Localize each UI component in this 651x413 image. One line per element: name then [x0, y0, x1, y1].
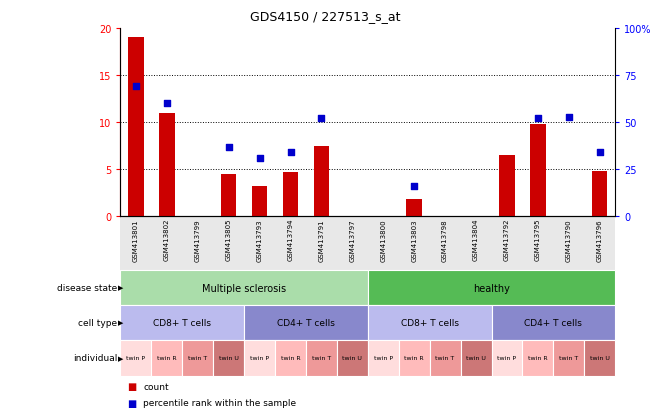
Text: CD4+ T cells: CD4+ T cells — [277, 318, 335, 327]
Text: GSM413791: GSM413791 — [318, 218, 324, 261]
Bar — [592, 172, 607, 217]
Point — [285, 150, 296, 156]
Text: twin T: twin T — [312, 356, 331, 361]
Text: ■: ■ — [127, 398, 136, 408]
Text: twin T: twin T — [436, 356, 455, 361]
Text: GSM413803: GSM413803 — [411, 218, 417, 261]
Text: GSM413801: GSM413801 — [133, 218, 139, 261]
Text: twin U: twin U — [219, 356, 239, 361]
Bar — [530, 125, 546, 217]
Bar — [128, 38, 144, 217]
Bar — [406, 200, 422, 217]
Text: GSM413804: GSM413804 — [473, 218, 479, 261]
Text: twin R: twin R — [528, 356, 547, 361]
Text: twin U: twin U — [590, 356, 610, 361]
Text: twin R: twin R — [281, 356, 300, 361]
Text: GSM413794: GSM413794 — [288, 218, 294, 261]
Text: twin P: twin P — [126, 356, 145, 361]
Point — [161, 101, 172, 107]
Text: disease state: disease state — [57, 283, 117, 292]
Text: GSM413799: GSM413799 — [195, 218, 201, 261]
Point — [131, 84, 141, 90]
Text: twin R: twin R — [404, 356, 424, 361]
Text: GSM413802: GSM413802 — [164, 218, 170, 261]
Text: ■: ■ — [127, 381, 136, 391]
Point — [564, 114, 574, 121]
Bar — [314, 146, 329, 217]
Point — [533, 116, 543, 122]
Text: GSM413796: GSM413796 — [597, 218, 603, 261]
Bar — [159, 114, 174, 217]
Text: GSM413790: GSM413790 — [566, 218, 572, 261]
Text: Multiple sclerosis: Multiple sclerosis — [202, 283, 286, 293]
Text: twin P: twin P — [250, 356, 269, 361]
Text: count: count — [143, 382, 169, 391]
Text: twin U: twin U — [342, 356, 363, 361]
Text: GSM413798: GSM413798 — [442, 218, 448, 261]
Text: CD4+ T cells: CD4+ T cells — [525, 318, 582, 327]
Text: individual: individual — [73, 354, 117, 363]
Point — [223, 144, 234, 151]
Bar — [499, 156, 515, 217]
Point — [594, 150, 605, 156]
Text: GSM413800: GSM413800 — [380, 218, 386, 261]
Text: GSM413795: GSM413795 — [535, 218, 541, 261]
Text: twin T: twin T — [559, 356, 579, 361]
Text: twin R: twin R — [157, 356, 176, 361]
Text: GSM413797: GSM413797 — [350, 218, 355, 261]
Bar — [252, 187, 268, 217]
Text: CD8+ T cells: CD8+ T cells — [400, 318, 459, 327]
Text: ▶: ▶ — [118, 355, 124, 361]
Point — [409, 183, 419, 190]
Text: ▶: ▶ — [118, 320, 124, 325]
Text: GSM413793: GSM413793 — [256, 218, 262, 261]
Text: GDS4150 / 227513_s_at: GDS4150 / 227513_s_at — [250, 10, 401, 23]
Text: GSM413792: GSM413792 — [504, 218, 510, 261]
Text: percentile rank within the sample: percentile rank within the sample — [143, 398, 296, 407]
Text: twin U: twin U — [466, 356, 486, 361]
Text: cell type: cell type — [78, 318, 117, 327]
Text: twin P: twin P — [374, 356, 393, 361]
Bar — [221, 175, 236, 217]
Bar — [283, 173, 298, 217]
Text: twin P: twin P — [497, 356, 516, 361]
Text: GSM413805: GSM413805 — [226, 218, 232, 261]
Text: twin T: twin T — [188, 356, 208, 361]
Point — [316, 116, 327, 122]
Text: CD8+ T cells: CD8+ T cells — [153, 318, 212, 327]
Text: ▶: ▶ — [118, 285, 124, 291]
Point — [255, 155, 265, 162]
Text: healthy: healthy — [473, 283, 510, 293]
